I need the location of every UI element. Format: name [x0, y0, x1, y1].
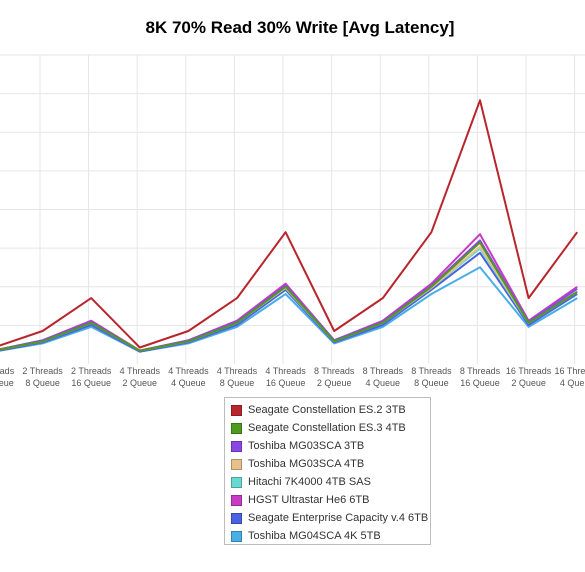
series-line — [0, 266, 578, 353]
legend-swatch — [231, 512, 242, 524]
x-tick-label: 1 Threads — [0, 366, 15, 376]
x-tick-label: 8 Threads — [411, 366, 452, 376]
x-tick-label: 4 Threads — [265, 366, 306, 376]
x-tick-label: 4 Queue — [171, 378, 206, 388]
x-axis-tick-labels: 1 Threads 16 Queue 2 Threads 8 Queue 2 Threa… — [0, 366, 585, 388]
legend-item[interactable]: Hitachi 7K4000 4TB SAS — [225, 473, 430, 491]
legend-label: HGST Ultrastar He6 6TB — [248, 494, 370, 506]
x-tick-label: 2 Threads — [22, 366, 63, 376]
legend-label: Seagate Constellation ES.3 4TB — [248, 422, 406, 434]
x-tick-label: 16 Queue — [460, 378, 500, 388]
legend-label: Hitachi 7K4000 4TB SAS — [248, 476, 371, 488]
legend-swatch — [231, 422, 242, 434]
legend-item[interactable]: Toshiba MG03SCA 3TB — [225, 437, 430, 455]
legend-swatch — [231, 458, 242, 470]
legend-item[interactable]: Seagate Constellation ES.2 3TB — [225, 401, 430, 419]
legend-swatch — [231, 494, 242, 506]
legend: Seagate Constellation ES.2 3TB Seagate Co… — [224, 397, 431, 545]
x-tick-label: 2 Queue — [123, 378, 158, 388]
line-chart: 1 Threads 16 Queue 2 Threads 8 Queue 2 Threa… — [0, 54, 585, 388]
chart-title: 8K 70% Read 30% Write [Avg Latency] — [145, 18, 455, 37]
legend-item[interactable]: Seagate Constellation ES.3 4TB — [225, 419, 430, 437]
legend-item[interactable]: Toshiba MG03SCA 4TB — [225, 455, 430, 473]
x-tick-label: 16 Queue — [266, 378, 306, 388]
x-tick-label: 4 Threads — [217, 366, 258, 376]
legend-label: Toshiba MG03SCA 4TB — [248, 458, 365, 470]
legend-swatch — [231, 404, 242, 416]
x-tick-label: 2 Queue — [511, 378, 546, 388]
legend-swatch — [231, 476, 242, 488]
x-tick-label: 16 Queue — [71, 378, 111, 388]
legend-item[interactable]: Toshiba MG04SCA 4K 5TB — [225, 527, 430, 545]
series-line — [0, 245, 578, 352]
x-tick-label: 8 Queue — [220, 378, 255, 388]
series-line — [0, 233, 578, 352]
series-line — [0, 251, 578, 353]
legend-label: Toshiba MG03SCA 3TB — [248, 440, 365, 452]
grid-lines — [0, 54, 585, 364]
x-tick-label: 8 Queue — [25, 378, 60, 388]
legend-label: Toshiba MG04SCA 4K 5TB — [248, 530, 381, 542]
x-tick-label: 4 Queue — [560, 378, 585, 388]
legend-swatch — [231, 530, 242, 542]
x-tick-label: 16 Queue — [0, 378, 14, 388]
x-tick-label: 8 Threads — [314, 366, 355, 376]
legend-label: Seagate Enterprise Capacity v.4 6TB — [248, 512, 429, 524]
series-line — [0, 241, 578, 352]
series-line — [0, 239, 578, 352]
x-tick-label: 4 Queue — [366, 378, 401, 388]
x-tick-label: 4 Threads — [120, 366, 161, 376]
x-tick-label: 16 Threads — [506, 366, 552, 376]
series-lines — [0, 99, 579, 353]
x-tick-label: 4 Threads — [168, 366, 209, 376]
x-tick-label: 8 Queue — [414, 378, 449, 388]
legend-item[interactable]: HGST Ultrastar He6 6TB — [225, 491, 430, 509]
legend-swatch — [231, 440, 242, 452]
series-line — [0, 99, 579, 349]
x-tick-label: 8 Threads — [363, 366, 404, 376]
x-tick-label: 16 Threads — [555, 366, 585, 376]
x-tick-label: 8 Threads — [460, 366, 501, 376]
legend-item[interactable]: Seagate Enterprise Capacity v.4 6TB — [225, 509, 430, 527]
legend-label: Seagate Constellation ES.2 3TB — [248, 404, 406, 416]
x-tick-label: 2 Threads — [71, 366, 112, 376]
x-tick-label: 2 Queue — [317, 378, 352, 388]
